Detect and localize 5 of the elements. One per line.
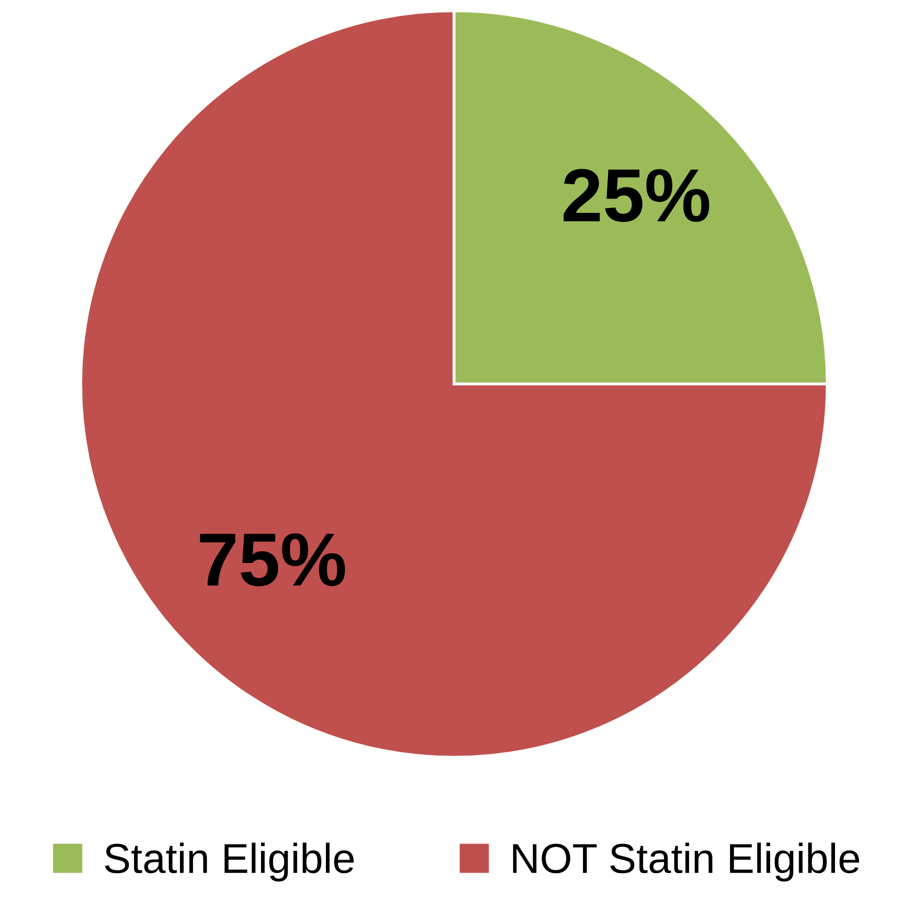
- pie-slice: [79, 9, 829, 759]
- data-label: 75%: [200, 533, 345, 586]
- data-label: 25%: [564, 168, 710, 222]
- legend-label: NOT Statin Eligible: [513, 842, 860, 882]
- legend-label: Statin Eligible: [104, 842, 354, 882]
